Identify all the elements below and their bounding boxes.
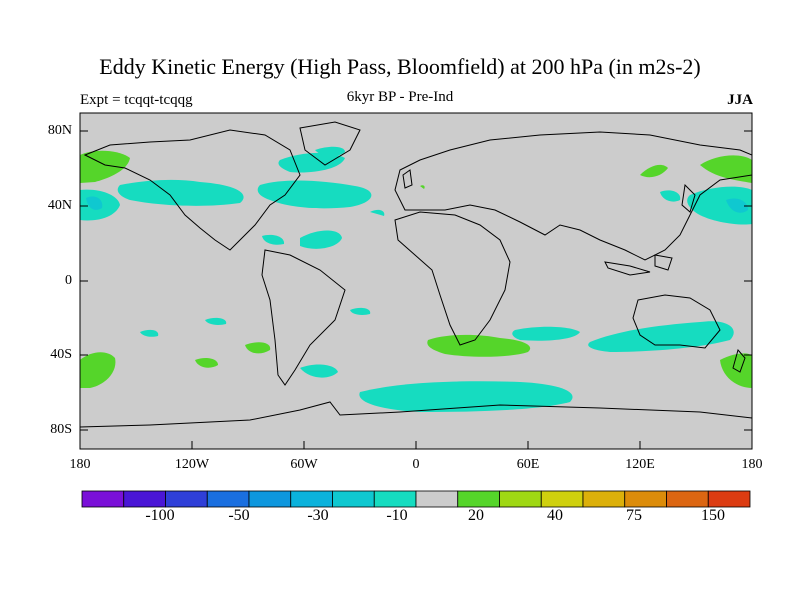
colorbar-swatch [373, 490, 417, 508]
colorbar-swatch [457, 490, 500, 508]
colorbar-swatch [624, 490, 667, 508]
colorbar-label: -10 [386, 507, 408, 524]
colorbar-swatch [290, 490, 333, 508]
colorbar-label: 20 [468, 507, 484, 524]
lon-label-180w: 180 [69, 457, 91, 472]
colorbar-swatch [582, 490, 626, 508]
colorbar-label: 75 [626, 507, 642, 524]
lon-label-60e: 60E [516, 457, 540, 472]
colorbar-swatch [332, 490, 375, 508]
colorbar-label: -50 [228, 507, 250, 524]
lat-label-0: 0 [65, 273, 72, 288]
lat-label-40s: 40S [50, 347, 72, 362]
colorbar-swatch [81, 490, 125, 508]
lon-ticks [79, 441, 753, 449]
colorbar-swatch [540, 490, 584, 508]
comparison-label: 6kyr BP - Pre-Ind [346, 89, 454, 105]
map-plot [80, 113, 752, 449]
colorbar-swatch [123, 490, 166, 508]
coastlines [80, 121, 752, 428]
colorbar-swatch [206, 490, 250, 508]
experiment-label: Expt = tcqqt-tcqqg [80, 92, 193, 108]
colorbar-swatch [415, 490, 459, 508]
lat-label-40n: 40N [47, 198, 72, 213]
colorbar-label: 150 [701, 507, 725, 524]
lat-label-80n: 80N [47, 123, 72, 138]
lat-label-80s: 80S [50, 422, 72, 437]
colorbar-label: -100 [145, 507, 175, 524]
colorbar-swatch [165, 490, 208, 508]
lon-label-120e: 120E [625, 457, 655, 472]
colorbar-swatch [666, 490, 709, 508]
colorbar-label: 40 [547, 507, 563, 524]
colorbar-swatch [707, 490, 751, 508]
colorbar-swatch [248, 490, 292, 508]
lon-label-180e: 180 [741, 457, 763, 472]
map-title: Eddy Kinetic Energy (High Pass, Bloomfie… [99, 54, 701, 79]
positive-anomaly-regions [80, 150, 752, 388]
lon-label-0: 0 [412, 457, 420, 472]
season-label: JJA [727, 92, 753, 108]
lon-label-120w: 120W [174, 457, 210, 472]
colorbar-swatch [499, 490, 542, 508]
lat-ticks [80, 130, 752, 431]
colorbar [81, 490, 751, 508]
stronger-negative-cores [86, 196, 748, 213]
lon-label-60w: 60W [290, 457, 318, 472]
colorbar-label: -30 [307, 507, 329, 524]
